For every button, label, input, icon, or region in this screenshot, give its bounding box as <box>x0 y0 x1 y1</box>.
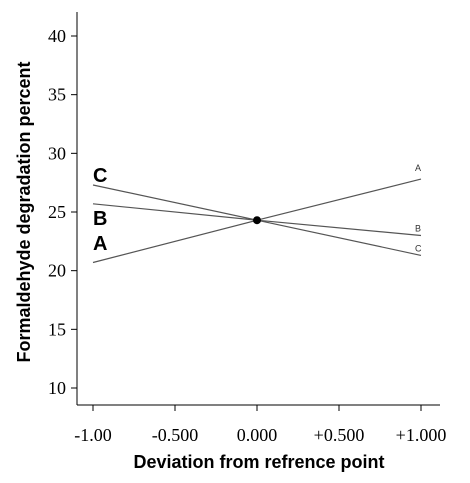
x-tick-label: +1.000 <box>396 425 447 445</box>
y-tick-label: 25 <box>48 202 66 222</box>
y-axis-title: Formaldehyde degradation percent <box>14 61 34 362</box>
series-labels: AAB BCC <box>93 163 422 255</box>
y-tick-label: 35 <box>48 85 66 105</box>
plot-frame <box>76 12 440 406</box>
series-end-label-b: B <box>415 223 421 233</box>
series-label-a: A <box>93 233 107 255</box>
series-label-c: C <box>93 165 107 187</box>
x-tick-label: -1.00 <box>74 425 112 445</box>
series-end-label-c: C <box>415 243 422 253</box>
y-tick-label: 40 <box>48 26 66 46</box>
y-tick-label: 30 <box>48 143 66 163</box>
series-end-label-a: A <box>415 163 421 173</box>
y-tick-label: 15 <box>48 319 66 339</box>
series-label-b: B <box>93 208 107 230</box>
series-layer <box>92 178 422 264</box>
y-tick-label: 20 <box>48 261 66 281</box>
x-tick-label: +0.500 <box>314 425 365 445</box>
x-tick-label: 0.000 <box>237 425 278 445</box>
x-tick-label: -0.500 <box>152 425 199 445</box>
y-tick-label: 10 <box>48 378 66 398</box>
y-ticks: 10 15 20 25 30 35 40 <box>48 26 77 398</box>
x-axis-title: Deviation from refrence point <box>133 452 384 472</box>
reference-point <box>253 216 261 225</box>
x-ticks: -1.00 -0.500 0.000 +0.500 +1.000 <box>74 405 446 445</box>
